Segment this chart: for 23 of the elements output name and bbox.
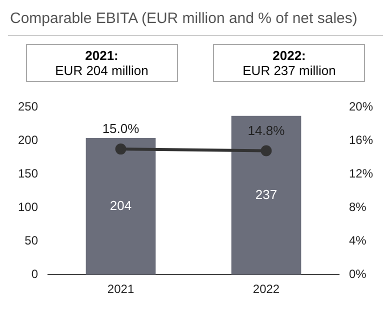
y-tick-label: 250 xyxy=(18,100,38,114)
text: 2021: xyxy=(84,48,120,63)
text: EUR 237 million xyxy=(242,63,337,78)
data-label: 237 xyxy=(255,186,278,202)
data-label: 204 xyxy=(110,198,132,213)
y-tick-label: 150 xyxy=(18,166,38,180)
y-tick-label: 50 xyxy=(24,233,38,248)
text: EUR 204 million xyxy=(54,63,150,78)
y-tick-label: 200 xyxy=(18,132,38,147)
text: 2022: xyxy=(272,48,307,63)
data-label: 14.8% xyxy=(248,122,286,138)
chart-title: Comparable EBITA (EUR million and % of net sales) xyxy=(8,8,383,36)
x-tick-label: 2022 xyxy=(252,282,280,296)
y2-tick-label: 20% xyxy=(348,100,374,114)
y2-tick-label: 0% xyxy=(348,266,367,281)
x-tick-label: 2021 xyxy=(107,282,134,296)
y-tick-label: 100 xyxy=(18,200,38,214)
y2-tick-label: 8% xyxy=(348,200,367,214)
y2-tick-label: 12% xyxy=(348,166,374,180)
data-label: 15.0% xyxy=(102,121,140,136)
y-tick-label: 0 xyxy=(31,266,38,281)
y2-tick-label: 16% xyxy=(348,132,374,147)
y2-tick-label: 4% xyxy=(348,233,367,248)
